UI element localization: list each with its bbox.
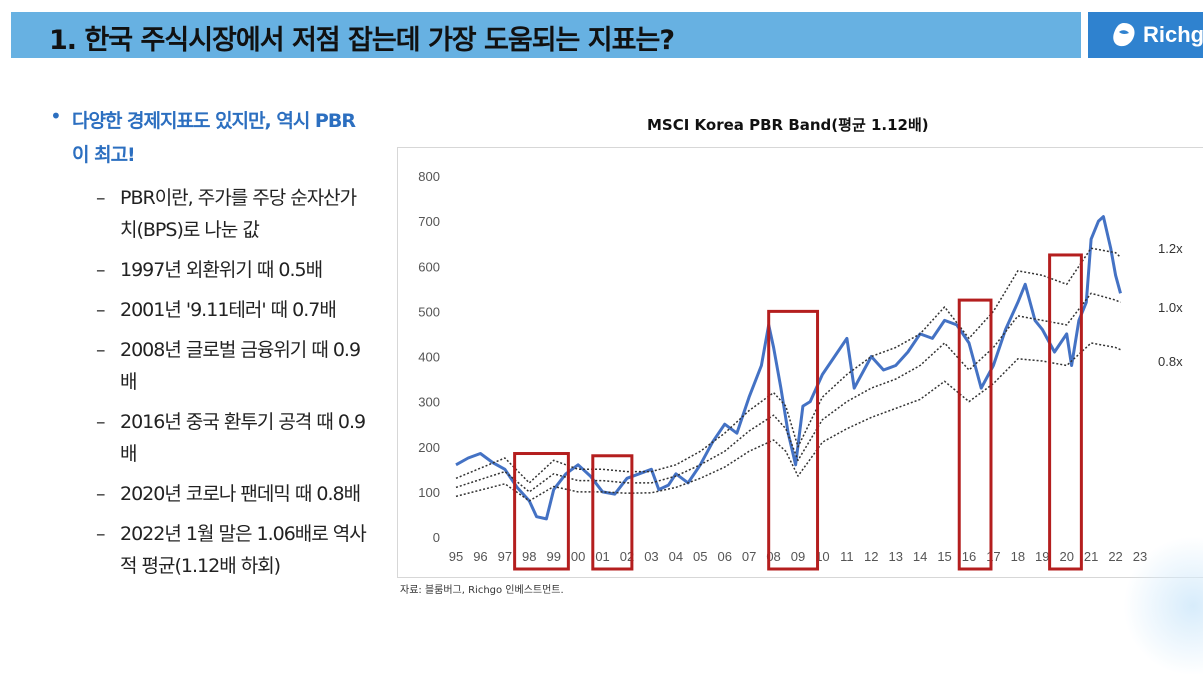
bullet-dash: – xyxy=(96,483,105,505)
x-tick-label: 97 xyxy=(498,549,512,564)
y-tick-label: 500 xyxy=(418,304,440,319)
y-tick-label: 0 xyxy=(433,530,440,545)
x-tick-label: 21 xyxy=(1084,549,1098,564)
band-line-1-0x xyxy=(455,292,1121,493)
x-tick-label: 11 xyxy=(840,549,854,564)
y-tick-label: 800 xyxy=(418,169,440,184)
logo-text: Richgo xyxy=(1143,22,1203,47)
band-line-1-2x xyxy=(455,247,1122,484)
band-label: 1.0x xyxy=(1158,300,1183,315)
source-note: 자료: 블룸버그, Richgo 인베스트먼트. xyxy=(400,585,564,596)
page-title: 1. 한국 주식시장에서 저점 잡는데 가장 도움되는 지표는? xyxy=(49,25,675,56)
main-bullet-text: 다양한 경제지표도 있지만, 역시 PBR이 최고! xyxy=(72,110,356,166)
series-line-msci-korea xyxy=(455,215,1122,521)
main-bullet: • 다양한 경제지표도 있지만, 역시 PBR이 최고! xyxy=(50,104,370,172)
x-tick-label: 00 xyxy=(571,549,585,564)
x-tick-label: 15 xyxy=(937,549,951,564)
x-tick-label: 04 xyxy=(669,549,683,564)
bullet-dash: – xyxy=(96,187,105,209)
x-tick-label: 98 xyxy=(522,549,536,564)
y-tick-label: 100 xyxy=(418,485,440,500)
x-tick-label: 20 xyxy=(1059,549,1073,564)
bullet-dash: – xyxy=(96,411,105,433)
highlight-box xyxy=(957,298,993,571)
x-tick-label: 22 xyxy=(1108,549,1122,564)
bullet-dash: – xyxy=(96,523,105,545)
bullet-dot: • xyxy=(50,104,62,128)
x-tick-label: 17 xyxy=(986,549,1000,564)
chart-title: MSCI Korea PBR Band(평균 1.12배) xyxy=(647,116,929,134)
sub-bullet: – 1997년 외환위기 때 0.5배 xyxy=(50,254,370,286)
sub-bullet: – PBR이란, 주가를 주당 순자산가치(BPS)로 나눈 값 xyxy=(50,182,370,246)
y-tick-label: 400 xyxy=(418,350,440,365)
sub-bullet: – 2020년 코로나 팬데믹 때 0.8배 xyxy=(50,478,370,510)
x-tick-label: 95 xyxy=(449,549,463,564)
x-tick-label: 13 xyxy=(888,549,902,564)
highlight-box xyxy=(513,452,570,571)
x-tick-label: 12 xyxy=(864,549,878,564)
highlight-box xyxy=(591,454,634,571)
highlight-box xyxy=(767,309,820,571)
x-tick-label: 18 xyxy=(1011,549,1025,564)
x-tick-label: 14 xyxy=(913,549,927,564)
sub-bullet-text: 2020년 코로나 팬데믹 때 0.8배 xyxy=(120,483,361,505)
bullet-dash: – xyxy=(96,259,105,281)
brand-logo: Richgo xyxy=(1088,12,1203,58)
pbr-band-chart: 0 100 200 300 400 500 600 700 800 95 96 97 98 99 00 01 0… xyxy=(418,169,1183,571)
band-label: 0.8x xyxy=(1158,354,1183,369)
x-tick-label: 09 xyxy=(791,549,805,564)
x-tick-label: 06 xyxy=(717,549,731,564)
bullet-list: • 다양한 경제지표도 있지만, 역시 PBR이 최고! – PBR이란, 주가… xyxy=(50,104,370,590)
y-tick-label: 300 xyxy=(418,395,440,410)
sub-bullet: – 2022년 1월 말은 1.06배로 역사적 평균(1.12배 하회) xyxy=(50,518,370,582)
sub-bullet-text: 2008년 글로벌 금융위기 때 0.9배 xyxy=(120,339,361,393)
x-tick-label: 19 xyxy=(1035,549,1049,564)
x-tick-label: 05 xyxy=(693,549,707,564)
sub-bullet-text: 2016년 중국 환투기 공격 때 0.9배 xyxy=(120,411,366,465)
sub-bullet-text: 1997년 외환위기 때 0.5배 xyxy=(120,259,323,281)
sub-bullet-text: PBR이란, 주가를 주당 순자산가치(BPS)로 나눈 값 xyxy=(120,187,357,241)
sub-bullet: – 2001년 '9.11테러' 때 0.7배 xyxy=(50,294,370,326)
x-tick-label: 16 xyxy=(962,549,976,564)
x-tick-label: 03 xyxy=(644,549,658,564)
bullet-dash: – xyxy=(96,339,105,361)
chart-frame: 0 100 200 300 400 500 600 700 800 95 96 97 98 99 00 01 0… xyxy=(397,147,1203,578)
x-tick-label: 96 xyxy=(473,549,487,564)
richgo-logo-icon xyxy=(1113,23,1135,47)
bullet-dash: – xyxy=(96,299,105,321)
band-line-0-8x xyxy=(455,342,1121,502)
band-label: 1.2x xyxy=(1158,241,1183,256)
sub-bullet: – 2008년 글로벌 금융위기 때 0.9배 xyxy=(50,334,370,398)
sub-bullet-text: 2001년 '9.11테러' 때 0.7배 xyxy=(120,299,337,321)
x-tick-label: 07 xyxy=(742,549,756,564)
highlight-box xyxy=(1048,253,1083,571)
title-bar: 1. 한국 주식시장에서 저점 잡는데 가장 도움되는 지표는? xyxy=(11,12,1081,58)
x-tick-label: 01 xyxy=(595,549,609,564)
y-tick-label: 600 xyxy=(418,259,440,274)
sub-bullet: – 2016년 중국 환투기 공격 때 0.9배 xyxy=(50,406,370,470)
y-tick-label: 700 xyxy=(418,214,440,229)
sub-bullet-text: 2022년 1월 말은 1.06배로 역사적 평균(1.12배 하회) xyxy=(120,523,367,577)
x-tick-label: 99 xyxy=(546,549,560,564)
y-tick-label: 200 xyxy=(418,440,440,455)
